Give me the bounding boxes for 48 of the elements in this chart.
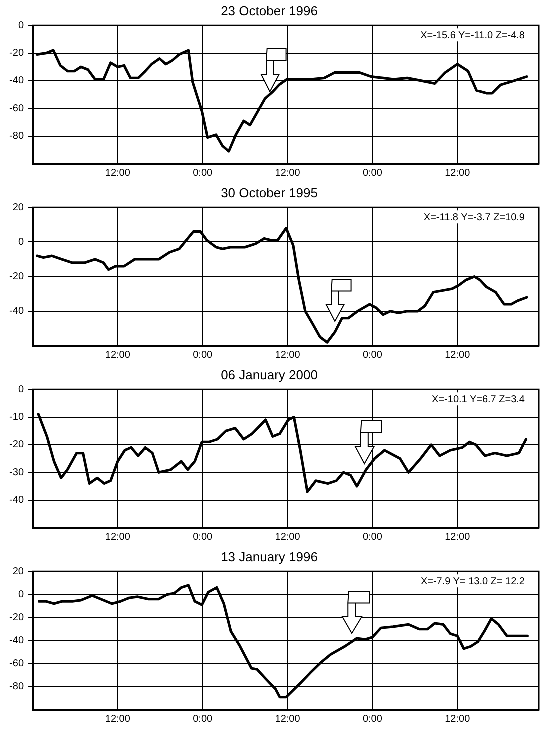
y-tick-label: 0: [18, 384, 24, 396]
y-tick-label: -40: [10, 306, 24, 318]
y-tick-label: -20: [10, 440, 24, 451]
x-tick-label: 0:00: [193, 714, 214, 725]
x-tick-label: 12:00: [445, 532, 471, 543]
y-tick-label: -20: [10, 272, 24, 283]
y-tick-label: -10: [10, 412, 24, 424]
x-tick-label: 12:00: [105, 714, 131, 725]
x-tick-label: 12:00: [105, 168, 131, 179]
x-tick-label: 12:00: [105, 532, 131, 543]
x-tick-label: 12:00: [275, 168, 301, 179]
x-tick-label: 12:00: [275, 350, 301, 361]
y-tick-label: -20: [10, 612, 24, 624]
annotation: X=-15.6 Y=-11.0 Z=-4.8: [420, 30, 526, 42]
y-tick-label: 20: [12, 202, 24, 214]
chart-title: 06 January 2000: [221, 367, 318, 382]
x-tick-label: 12:00: [445, 350, 471, 361]
x-tick-label: 0:00: [362, 714, 383, 725]
chart-title: 13 January 1996: [221, 549, 318, 564]
y-tick-label: 20: [12, 566, 24, 578]
y-tick-label: -40: [10, 76, 24, 87]
y-tick-label: -40: [10, 495, 24, 506]
x-tick-label: 0:00: [193, 350, 214, 361]
y-tick-label: -80: [10, 682, 24, 693]
x-tick-label: 0:00: [362, 350, 383, 361]
y-tick-label: -30: [10, 467, 24, 478]
y-tick-label: 0: [18, 236, 24, 248]
y-tick-label: 0: [18, 589, 24, 600]
y-tick-label: -40: [10, 636, 24, 647]
x-tick-label: 12:00: [105, 350, 131, 361]
x-tick-label: 0:00: [193, 532, 214, 543]
x-tick-label: 12:00: [445, 714, 471, 725]
y-tick-label: 0: [18, 20, 24, 32]
y-tick-label: -60: [10, 103, 24, 114]
x-tick-label: 12:00: [445, 168, 471, 179]
annotation: X=-10.1 Y=6.7 Z=3.4: [432, 394, 526, 406]
y-tick-label: -20: [10, 48, 24, 60]
x-tick-label: 12:00: [275, 532, 301, 543]
annotation: X=-11.8 Y=-3.7 Z=10.9: [424, 212, 526, 224]
y-tick-label: -60: [10, 658, 24, 670]
x-tick-label: 12:00: [275, 714, 301, 725]
x-tick-label: 0:00: [193, 168, 214, 179]
y-tick-label: -80: [10, 131, 24, 142]
chart-title: 30 October 1995: [221, 185, 318, 200]
x-tick-label: 0:00: [362, 168, 383, 179]
x-tick-label: 0:00: [362, 532, 383, 543]
annotation: X=-7.9 Y= 13.0 Z= 12.2: [420, 576, 526, 588]
chart-title: 23 October 1996: [221, 3, 318, 18]
